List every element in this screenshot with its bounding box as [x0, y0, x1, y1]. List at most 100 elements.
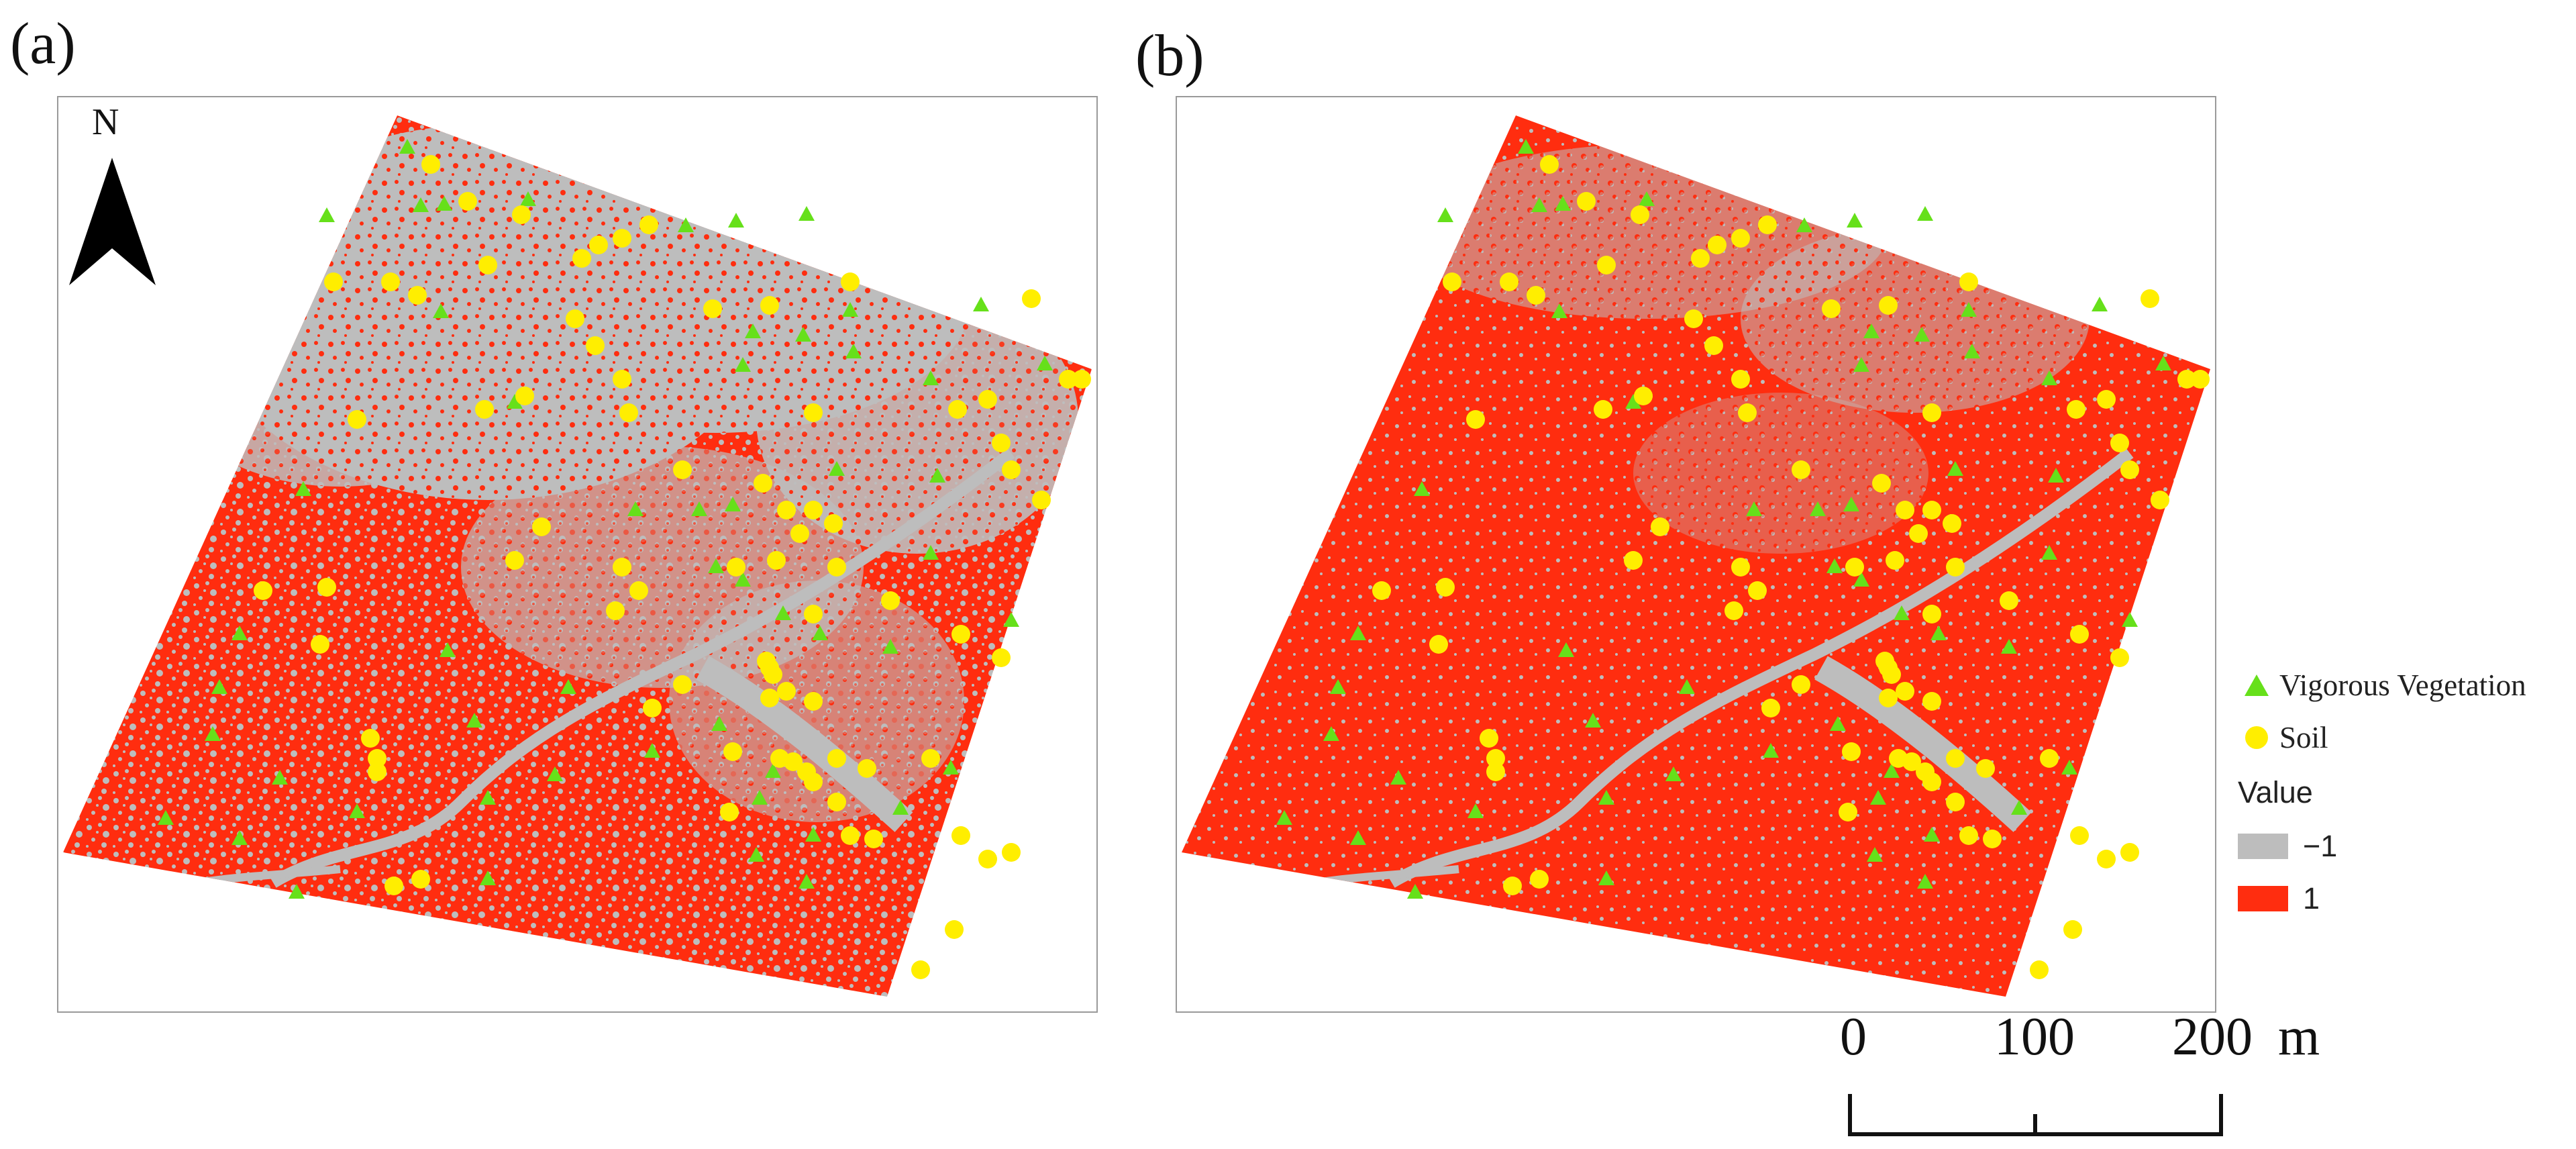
soil-marker — [2097, 390, 2116, 409]
vegetation-marker — [1003, 612, 1019, 627]
soil-marker — [613, 229, 631, 248]
soil-marker — [1002, 460, 1021, 479]
soil-marker — [764, 665, 782, 684]
panel-label-a: (a) — [10, 11, 76, 77]
soil-marker — [1436, 578, 1455, 597]
soil-marker — [1651, 517, 1669, 536]
soil-marker — [1691, 249, 1710, 268]
vegetation-marker — [812, 626, 828, 640]
soil-marker — [864, 830, 883, 848]
soil-marker — [1072, 370, 1091, 389]
soil-marker — [2097, 850, 2116, 868]
soil-marker — [1634, 387, 1653, 405]
vegetation-marker — [765, 763, 781, 778]
vegetation-markers — [1276, 139, 2171, 899]
legend-class-negative-label: −1 — [2303, 829, 2338, 863]
soil-marker — [1708, 236, 1727, 254]
soil-marker — [951, 625, 970, 644]
vegetation-marker — [466, 713, 482, 728]
vegetation-marker — [1867, 847, 1883, 862]
soil-marker — [978, 850, 997, 868]
circle-icon — [2245, 726, 2268, 749]
vegetation-marker — [2041, 370, 2057, 385]
soil-marker — [777, 682, 796, 701]
soil-marker — [2120, 843, 2139, 862]
soil-marker — [841, 272, 860, 291]
vegetation-marker — [1930, 626, 1947, 640]
vegetation-marker — [842, 302, 858, 317]
soil-marker — [804, 772, 823, 791]
soil-marker — [254, 581, 272, 600]
vegetation-marker — [1964, 344, 1980, 358]
vegetation-marker — [795, 327, 811, 342]
soil-marker — [408, 286, 427, 305]
soil-marker — [1059, 370, 1078, 389]
soil-marker — [1530, 870, 1549, 889]
soil-marker — [673, 675, 692, 694]
vegetation-marker — [2001, 639, 2017, 654]
soil-marker — [586, 336, 605, 355]
soil-marker — [951, 826, 970, 845]
vegetation-marker — [845, 344, 862, 358]
soil-marker — [1731, 558, 1750, 577]
vegetation-marker — [1826, 558, 1843, 573]
soil-marker — [512, 205, 531, 224]
vegetation-marker — [1924, 827, 1940, 842]
vegetation-marker — [1917, 206, 1933, 221]
vegetation-marker — [711, 716, 727, 731]
soil-marker — [1946, 793, 1965, 811]
vegetation-marker — [1639, 191, 1655, 206]
vegetation-marker — [745, 323, 761, 338]
soil-marker — [2151, 491, 2169, 509]
vegetation-marker — [1763, 743, 1779, 758]
vegetation-marker — [1810, 501, 1826, 516]
vegetation-marker — [1665, 766, 1682, 781]
vegetation-marker — [1598, 870, 1614, 885]
soil-marker — [381, 272, 400, 291]
vegetation-marker — [413, 197, 429, 212]
vegetation-marker — [798, 206, 815, 221]
vegetation-marker — [1518, 139, 1534, 154]
map-panel-a — [57, 96, 1098, 1013]
soil-marker — [1486, 762, 1505, 781]
vegetation-marker — [1555, 196, 1571, 211]
soil-marker — [760, 689, 779, 707]
panel-label-b: (b) — [1135, 23, 1204, 89]
scale-tick-100: 100 — [1994, 1007, 2075, 1066]
soil-marker — [2177, 370, 2196, 389]
vegetation-marker — [1598, 790, 1614, 805]
vegetation-marker — [433, 303, 449, 318]
soil-marker — [1480, 729, 1498, 748]
vegetation-marker — [1330, 679, 1346, 694]
vegetation-marker — [725, 497, 741, 511]
vegetation-marker — [507, 394, 523, 409]
soil-marker — [2067, 400, 2085, 419]
vegetation-marker — [735, 572, 751, 587]
vegetation-marker — [708, 558, 724, 573]
swatch-negative — [2238, 834, 2288, 859]
soil-marker — [368, 762, 387, 781]
vegetation-marker — [2048, 468, 2064, 483]
soil-marker — [1738, 403, 1757, 422]
soil-marker — [324, 272, 343, 291]
vegetation-marker — [231, 626, 248, 640]
vegetation-marker — [295, 481, 311, 496]
soil-marker — [1002, 843, 1021, 862]
soil-marker — [1792, 675, 1810, 694]
soil-marker — [948, 400, 967, 419]
soil-marker — [1631, 205, 1649, 224]
vegetation-marker — [627, 501, 643, 516]
triangle-icon — [2245, 675, 2269, 696]
vegetation-marker — [1894, 605, 1910, 620]
soil-marker — [2070, 625, 2089, 644]
vegetation-marker — [973, 297, 989, 311]
soil-marker — [566, 309, 584, 328]
soil-marker — [1983, 830, 2002, 848]
soil-marker — [1466, 410, 1485, 429]
soil-marker — [572, 249, 591, 268]
vegetation-markers — [158, 139, 1053, 899]
vegetation-marker — [1843, 497, 1859, 511]
vegetation-marker — [480, 790, 496, 805]
soil-marker — [723, 742, 742, 761]
scale-tick-0: 0 — [1840, 1007, 1867, 1066]
